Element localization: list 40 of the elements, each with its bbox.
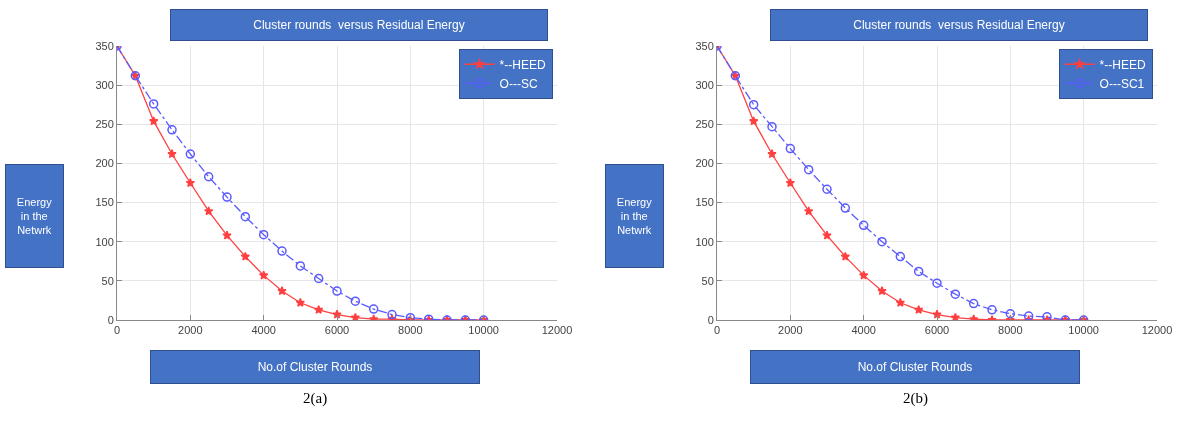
x-tick-label: 2000 [178, 324, 203, 337]
y-tick-label: 50 [101, 274, 114, 287]
y-tick-label: 350 [95, 39, 114, 52]
y-tick-label: 300 [695, 78, 714, 91]
y-tick-label: 100 [95, 235, 114, 248]
legend-label: O---SC1 [1099, 76, 1145, 91]
x-tick-label: 12000 [541, 324, 573, 337]
x-tick-label: 4000 [251, 324, 276, 337]
y-tick-label: 50 [701, 274, 714, 287]
legend-label: *--HEED [499, 57, 546, 72]
y-axis-title: Energy in the Netwrk [16, 195, 53, 237]
y-tick-label: 200 [695, 157, 714, 170]
x-tick-label: 6000 [924, 324, 950, 337]
y-tick-label: 150 [695, 196, 714, 209]
x-tick-label: 2000 [778, 324, 803, 337]
y-tick-label: 100 [695, 235, 714, 248]
x-tick-label: 8000 [998, 324, 1023, 337]
text: 2(b) [903, 390, 928, 407]
x-tick-label: 6000 [324, 324, 350, 337]
x-tick-label: 10000 [468, 324, 499, 337]
legend-label: *--HEED [1099, 57, 1146, 72]
chart-title: Cluster rounds versus Residual Energy [253, 18, 465, 32]
y-tick-label: 350 [695, 39, 714, 52]
x-tick-label: 12000 [1141, 324, 1173, 337]
x-tick-label: 4000 [851, 324, 876, 337]
legend-label: O---SC [499, 76, 538, 91]
x-axis-title: No.of Cluster Rounds [857, 360, 973, 374]
y-tick-label: 250 [695, 118, 714, 131]
y-tick-label: 250 [95, 118, 114, 131]
y-tick-label: 150 [95, 196, 114, 209]
text: 2(a) [303, 390, 328, 407]
y-tick-label: 0 [707, 313, 714, 326]
chart-title: Cluster rounds versus Residual Energy [853, 18, 1065, 32]
x-axis-title: No.of Cluster Rounds [257, 360, 373, 374]
y-tick-label: 0 [107, 313, 114, 326]
y-tick-label: 200 [95, 157, 114, 170]
x-tick-label: 8000 [398, 324, 423, 337]
x-tick-label: 10000 [1068, 324, 1099, 337]
y-axis-title: Energy in the Netwrk [616, 195, 653, 237]
y-tick-label: 300 [95, 78, 114, 91]
